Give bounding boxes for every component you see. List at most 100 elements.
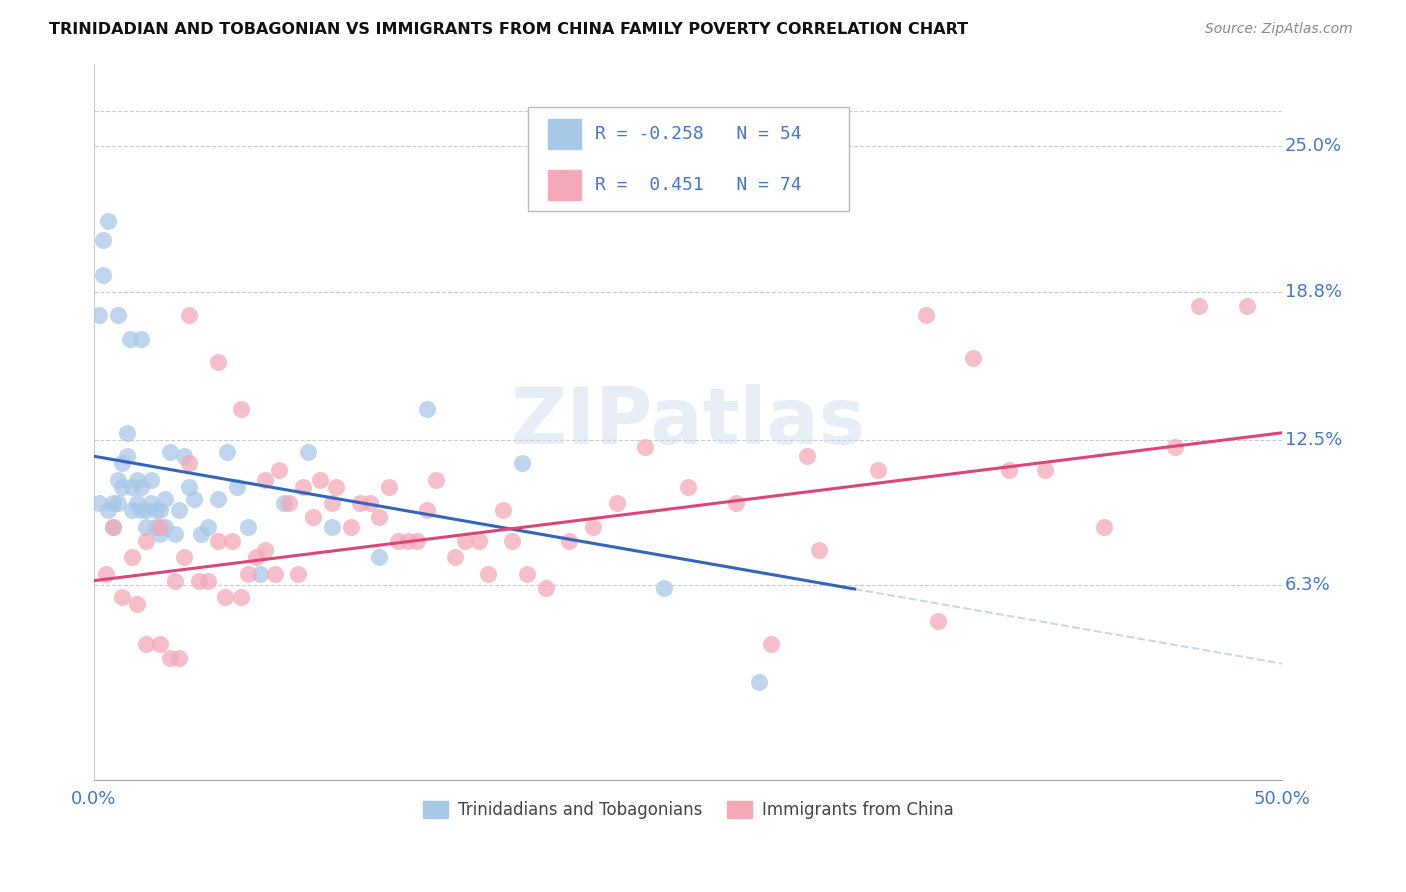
Point (107, 496, 129, 510)
Point (231, 402, 253, 417)
Text: 18.8%: 18.8% (1285, 283, 1341, 301)
Point (1236, 299, 1258, 313)
Point (93, 268, 115, 283)
Point (177, 480, 200, 494)
Point (135, 637, 157, 651)
Point (1092, 519, 1115, 533)
Point (796, 449, 818, 463)
Point (610, 151, 633, 165)
Point (121, 480, 143, 494)
Point (558, 533, 581, 548)
Point (501, 533, 523, 548)
Point (1188, 299, 1211, 313)
Point (415, 402, 437, 417)
Point (169, 651, 191, 665)
Point (231, 590, 253, 604)
Point (163, 526, 186, 541)
Point (368, 510, 391, 524)
Point (287, 566, 309, 581)
Text: Source: ZipAtlas.com: Source: ZipAtlas.com (1205, 22, 1353, 37)
Point (962, 351, 984, 365)
Point (97, 214, 120, 228)
Point (121, 550, 143, 565)
Point (254, 473, 277, 487)
Legend: Trinidadians and Tobagonians, Immigrants from China: Trinidadians and Tobagonians, Immigrants… (416, 794, 960, 826)
Point (534, 581, 557, 595)
Point (183, 491, 205, 506)
Point (492, 503, 515, 517)
Text: 25.0%: 25.0% (1285, 137, 1341, 155)
Point (97, 503, 120, 517)
Point (107, 473, 129, 487)
Point (187, 574, 209, 588)
Point (1033, 463, 1056, 477)
Point (339, 519, 361, 533)
Point (214, 590, 236, 604)
Point (163, 574, 186, 588)
Point (225, 480, 247, 494)
Point (107, 309, 129, 323)
Point (87, 309, 110, 323)
Point (135, 519, 157, 533)
Point (221, 533, 243, 548)
Point (121, 503, 143, 517)
Point (515, 566, 537, 581)
Point (277, 496, 299, 510)
Point (359, 496, 381, 510)
Point (321, 519, 343, 533)
Text: 12.5%: 12.5% (1285, 431, 1341, 449)
Point (396, 533, 419, 548)
Point (1164, 440, 1187, 454)
Point (263, 566, 285, 581)
Point (245, 550, 267, 565)
Point (197, 519, 219, 533)
Point (101, 496, 124, 510)
Point (308, 473, 330, 487)
Point (377, 480, 399, 494)
Point (173, 449, 195, 463)
Point (159, 444, 181, 458)
Point (238, 566, 260, 581)
Point (125, 473, 148, 487)
Point (115, 449, 138, 463)
Point (654, 581, 676, 595)
Point (238, 519, 260, 533)
Point (173, 550, 195, 565)
Point (177, 309, 200, 323)
Point (868, 463, 890, 477)
Point (297, 444, 319, 458)
Point (94, 566, 117, 581)
Point (101, 519, 124, 533)
Bar (548, 120, 581, 149)
Point (149, 519, 172, 533)
Point (387, 533, 409, 548)
Point (634, 440, 657, 454)
Point (169, 503, 191, 517)
Point (155, 491, 177, 506)
Point (139, 473, 162, 487)
Point (807, 543, 830, 558)
Point (93, 233, 115, 247)
Point (115, 425, 138, 440)
Point (135, 533, 157, 548)
Point (406, 533, 429, 548)
Point (101, 519, 124, 533)
Text: R =  0.451   N = 74: R = 0.451 N = 74 (596, 176, 801, 194)
Point (606, 496, 628, 510)
Point (190, 526, 212, 541)
Text: ZIPatlas: ZIPatlas (510, 384, 866, 460)
Point (321, 496, 343, 510)
Point (249, 566, 271, 581)
Point (145, 519, 167, 533)
Point (349, 496, 371, 510)
Point (676, 480, 699, 494)
Point (111, 480, 134, 494)
Point (118, 332, 141, 346)
Point (510, 456, 533, 470)
Point (207, 491, 229, 506)
Point (111, 456, 134, 470)
Point (415, 503, 437, 517)
Point (149, 526, 172, 541)
Point (197, 574, 219, 588)
Point (273, 496, 295, 510)
